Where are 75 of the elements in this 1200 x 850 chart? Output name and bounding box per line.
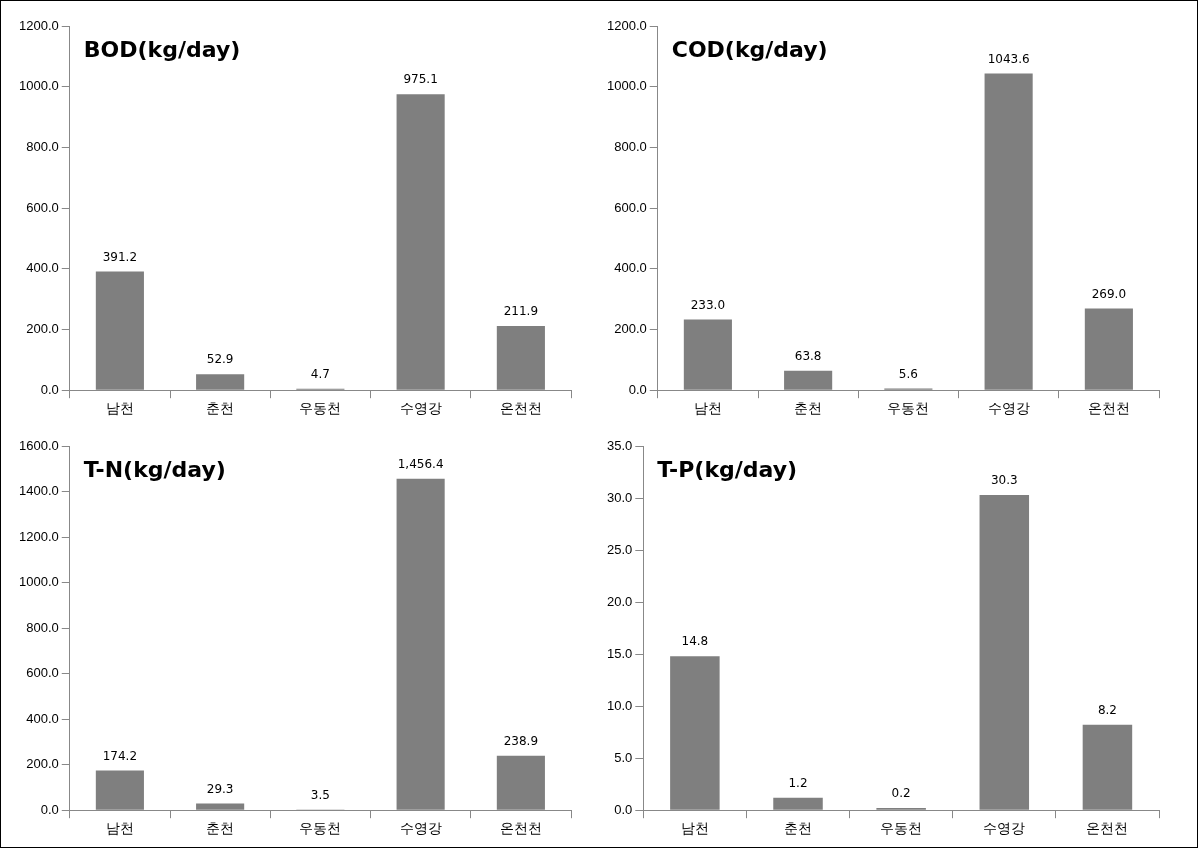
y-tick-label: 15.0 bbox=[606, 645, 633, 661]
y-tick-label: 0.0 bbox=[40, 381, 59, 397]
data-label: 14.8 bbox=[681, 634, 709, 649]
data-label: 5.6 bbox=[898, 366, 918, 381]
y-tick-label: 1200.0 bbox=[19, 528, 59, 544]
y-tick-label: 5.0 bbox=[614, 749, 633, 765]
y-tick-label: 400.0 bbox=[26, 710, 59, 726]
text: T-N(kg/day) bbox=[83, 456, 226, 482]
y-tick-label: 800.0 bbox=[26, 138, 59, 154]
y-tick-label: 1000.0 bbox=[607, 78, 647, 94]
y-tick-label: 0.0 bbox=[628, 381, 647, 397]
data-label: 233.0 bbox=[690, 297, 726, 312]
data-label: 238.9 bbox=[503, 733, 539, 748]
x-tick-label: 수영강 bbox=[399, 400, 442, 417]
y-tick-label: 600.0 bbox=[614, 199, 647, 215]
x-tick-label: 남천 bbox=[105, 820, 134, 837]
y-tick-label: 10.0 bbox=[606, 697, 633, 713]
data-label: 391.2 bbox=[102, 249, 138, 264]
data-label: 0.2 bbox=[891, 786, 911, 801]
y-tick-label: 400.0 bbox=[614, 260, 647, 276]
data-label: 52.9 bbox=[206, 352, 234, 367]
y-tick-label: 1000.0 bbox=[19, 78, 59, 94]
y-tick-label: 200.0 bbox=[26, 321, 59, 337]
y-tick-label: 25.0 bbox=[606, 541, 633, 557]
x-tick-label: 온천천 bbox=[1087, 400, 1130, 417]
x-tick-label: 온천천 bbox=[499, 400, 542, 417]
x-tick-label: 수영강 bbox=[399, 820, 442, 837]
y-tick-label: 30.0 bbox=[606, 489, 633, 505]
x-tick-label: 우동천 bbox=[299, 400, 342, 417]
data-label: 4.7 bbox=[310, 366, 330, 381]
x-tick-label: 수영강 bbox=[987, 400, 1030, 417]
y-tick-label: 800.0 bbox=[26, 619, 59, 635]
data-label: 3.5 bbox=[310, 787, 330, 802]
x-tick-label: 남천 bbox=[693, 400, 722, 417]
x-tick-label: 우동천 bbox=[887, 400, 930, 417]
data-label: 975.1 bbox=[403, 72, 438, 87]
y-tick-label: 200.0 bbox=[26, 756, 59, 772]
data-label: 1,456.4 bbox=[397, 456, 444, 471]
x-tick-label: 춘천 bbox=[206, 400, 235, 417]
y-tick-label: 20.0 bbox=[606, 593, 633, 609]
y-tick-label: 0.0 bbox=[614, 801, 633, 817]
y-tick-label: 1600.0 bbox=[19, 437, 59, 453]
y-tick-label: 600.0 bbox=[26, 665, 59, 681]
data-label: 269.0 bbox=[1091, 286, 1127, 301]
data-label: 29.3 bbox=[206, 781, 234, 796]
x-tick-label: 춘천 bbox=[206, 820, 235, 837]
y-tick-label: 1400.0 bbox=[19, 483, 59, 499]
text: BOD(kg/day) bbox=[83, 36, 241, 62]
y-tick-label: 35.0 bbox=[606, 437, 633, 453]
y-tick-label: 1200.0 bbox=[607, 17, 647, 33]
x-tick-label: 춘천 bbox=[784, 820, 813, 837]
x-tick-label: 온천천 bbox=[499, 820, 542, 837]
y-tick-label: 400.0 bbox=[26, 260, 59, 276]
x-tick-label: 우동천 bbox=[299, 820, 342, 837]
y-tick-label: 600.0 bbox=[26, 199, 59, 215]
data-label: 1043.6 bbox=[987, 51, 1030, 66]
y-tick-label: 1200.0 bbox=[19, 17, 59, 33]
x-tick-label: 춘천 bbox=[794, 400, 823, 417]
x-tick-label: 온천천 bbox=[1086, 820, 1129, 837]
x-tick-label: 우동천 bbox=[880, 820, 923, 837]
y-tick-label: 0.0 bbox=[40, 801, 59, 817]
x-tick-label: 수영강 bbox=[983, 820, 1026, 837]
data-label: 63.8 bbox=[794, 348, 822, 363]
x-tick-label: 남천 bbox=[680, 820, 709, 837]
data-label: 8.2 bbox=[1097, 703, 1117, 717]
data-label: 30.3 bbox=[990, 473, 1018, 488]
x-tick-label: 남천 bbox=[105, 400, 134, 417]
text: T-P(kg/day) bbox=[657, 456, 798, 482]
y-tick-label: 200.0 bbox=[614, 321, 647, 337]
data-label: 174.2 bbox=[102, 748, 138, 763]
y-tick-label: 800.0 bbox=[614, 138, 647, 154]
text: COD(kg/day) bbox=[671, 36, 828, 62]
data-label: 1.2 bbox=[788, 775, 808, 790]
data-label: 211.9 bbox=[503, 304, 539, 319]
y-tick-label: 1000.0 bbox=[19, 574, 59, 590]
